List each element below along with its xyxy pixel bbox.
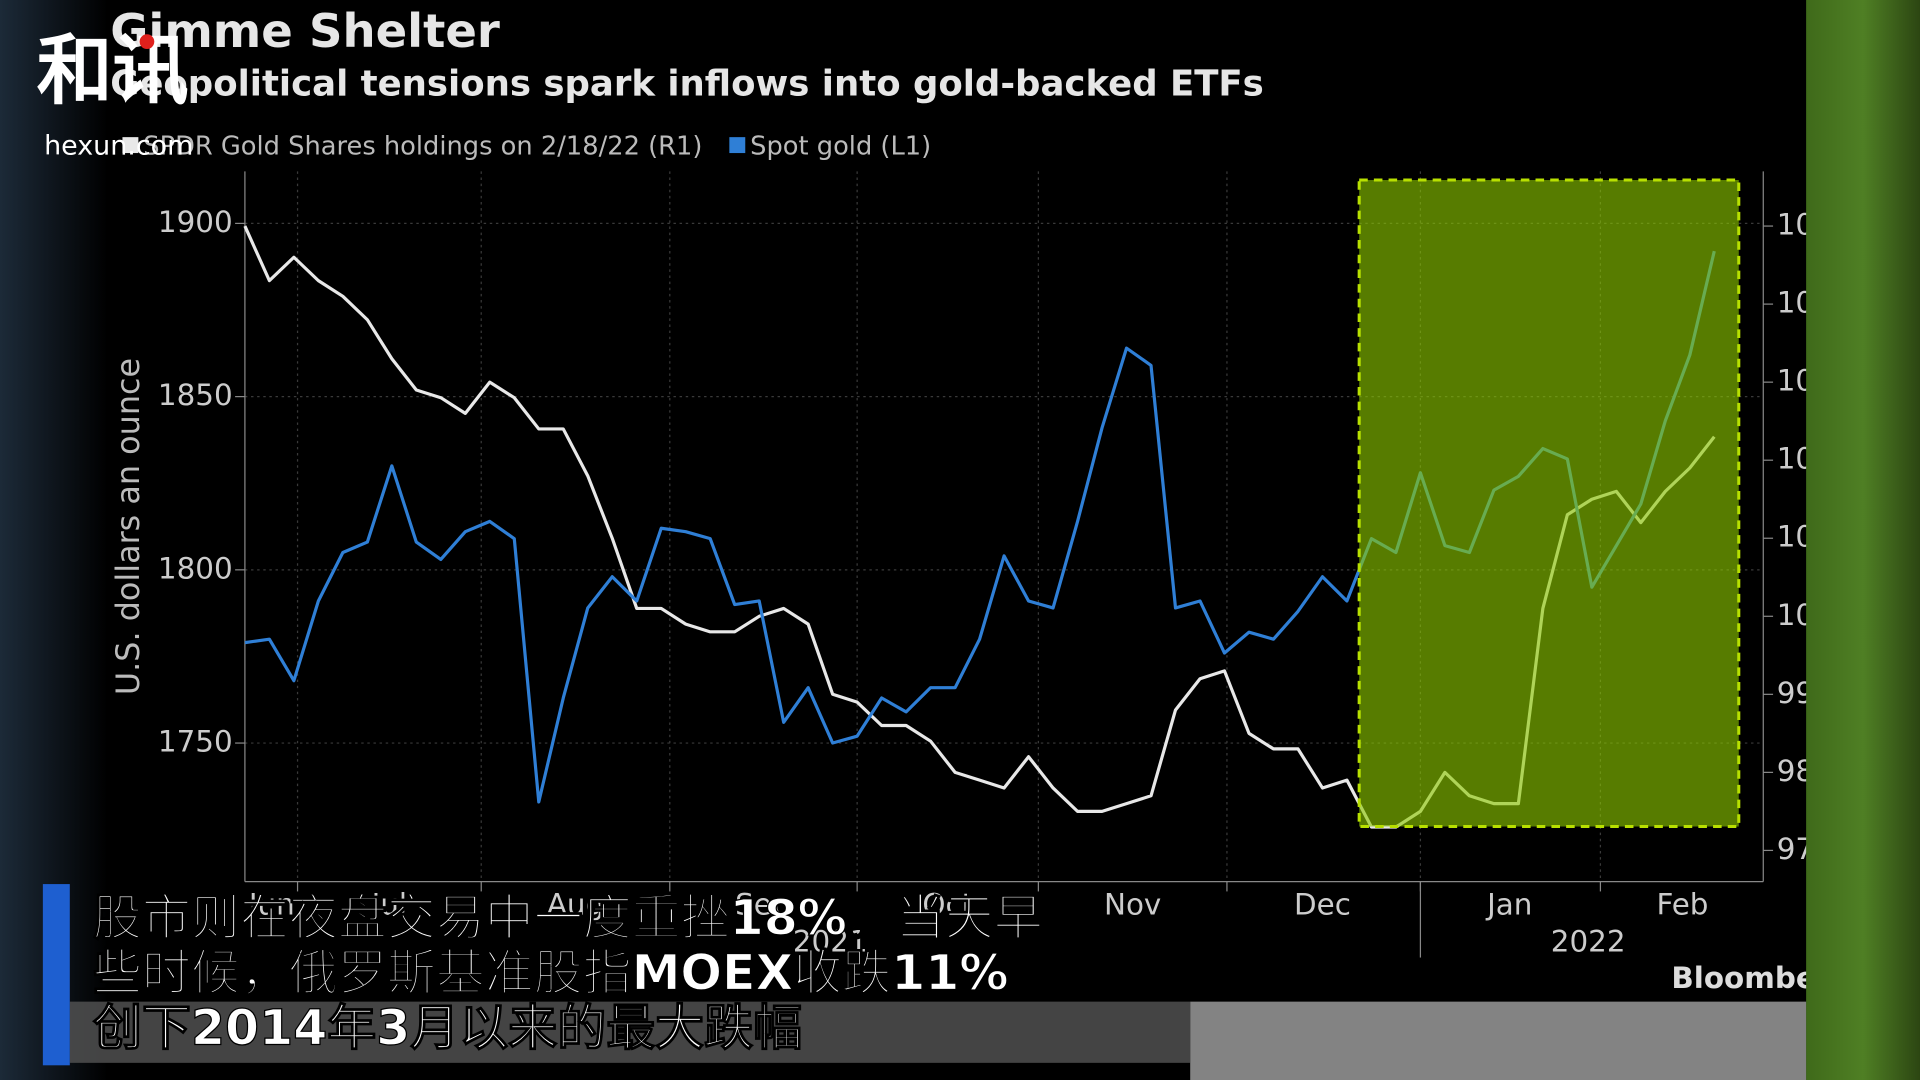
chart-title: Gimme Shelter [110, 4, 500, 58]
caption-line: 股市则在夜盘交易中一度重挫18%。当天早 [93, 889, 1043, 946]
watermark-site: hexun.com [44, 130, 193, 161]
x-tick-label: Oct [922, 888, 973, 922]
y-tick-label: 1900 [158, 205, 233, 239]
caption-bar [42, 884, 70, 1066]
caption-line: 些时候，俄罗斯基准股指MOEX收跌11% [93, 944, 1008, 1001]
plot: Jun Jul Aug Sep Oct Nov Dec Jan Feb 2021 2022 1750 1… [122, 131, 1852, 958]
caption: 股市则在夜盘交易中一度重挫18%。当天早些时候，俄罗斯基准股指MOEX收跌11%… [92, 889, 1043, 1057]
x-tick-label: Jan [1485, 888, 1532, 922]
x-tick-label: Dec [1294, 888, 1351, 922]
highlight-box [1357, 178, 1741, 829]
right-blur [1806, 0, 1920, 1080]
legend-swatch [729, 137, 746, 154]
x-tick-label: Nov [1104, 888, 1161, 922]
x-tick-label: Feb [1656, 888, 1708, 922]
y-tick-label: 1800 [158, 551, 233, 585]
caption-band [69, 1001, 1191, 1063]
x-tick-label: Jul [370, 888, 407, 922]
x-tick-label: Aug [547, 888, 604, 922]
watermark-logo: 和讯 [37, 27, 189, 115]
year-label: 2022 [1551, 924, 1626, 958]
y-tick-label: 1750 [158, 725, 233, 759]
y-tick-label: 1850 [158, 378, 233, 412]
legend-swatch [122, 137, 139, 154]
y-axis-label: U.S. dollars an ounce [109, 358, 147, 695]
year-label: 2021 [793, 924, 868, 958]
legend-label: SPDR Gold Shares holdings on 2/18/22 (R1… [143, 131, 702, 161]
x-tick-label: Jun [247, 888, 295, 922]
chart-subtitle: Geopolitical tensions spark inflows into… [110, 64, 1264, 105]
x-tick-label: Sep [735, 888, 790, 922]
caption-band-light [1190, 1001, 1807, 1080]
legend-label: Spot gold (L1) [750, 131, 931, 161]
caption-line: 创下2014年3月以来的最大跌幅 [93, 1000, 802, 1057]
watermark-dot [139, 34, 155, 49]
